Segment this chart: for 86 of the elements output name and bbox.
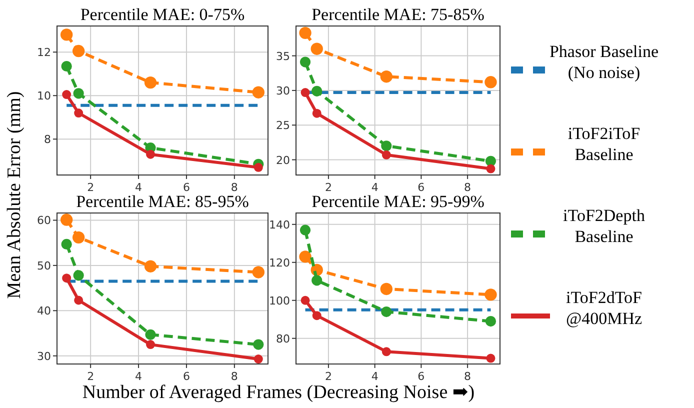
x-tick-label: 6 xyxy=(418,370,425,383)
point xyxy=(73,88,84,99)
point xyxy=(380,70,393,83)
point xyxy=(310,42,323,55)
point xyxy=(72,231,85,244)
point xyxy=(254,354,263,364)
chart-title: Percentile MAE: 85-95% xyxy=(76,192,249,211)
point xyxy=(485,156,496,166)
point xyxy=(486,354,496,363)
x-tick-label: 4 xyxy=(371,370,378,383)
point xyxy=(144,260,157,272)
point xyxy=(252,86,265,98)
legend-label: iToF2Depth Baseline xyxy=(563,206,646,246)
point xyxy=(300,296,310,305)
chart-title: Percentile MAE: 75-85% xyxy=(312,5,484,24)
point xyxy=(484,288,497,301)
x-tick-label: 8 xyxy=(230,370,238,383)
y-tick-label: 20 xyxy=(276,154,290,167)
y-tick-label: 60 xyxy=(37,214,51,228)
point xyxy=(254,162,263,172)
point xyxy=(74,108,84,118)
y-tick-label: 100 xyxy=(269,294,290,308)
point xyxy=(61,238,72,250)
x-tick-label: 6 xyxy=(182,181,190,194)
y-tick-label: 80 xyxy=(276,332,290,346)
x-tick-label: 2 xyxy=(87,181,94,194)
point xyxy=(144,76,157,89)
x-tick-label: 4 xyxy=(135,181,142,194)
point xyxy=(312,108,322,118)
legend-label: iToF2dToF @400MHz xyxy=(566,288,642,328)
x-tick-label: 2 xyxy=(324,181,332,194)
x-tick-label: 4 xyxy=(135,370,142,383)
point xyxy=(300,224,311,236)
y-tick-label: 8 xyxy=(44,133,51,146)
point xyxy=(145,329,156,340)
point xyxy=(252,266,265,278)
y-tick-label: 12 xyxy=(37,46,51,60)
point xyxy=(300,88,310,98)
y-tick-label: 35 xyxy=(276,50,290,63)
y-tick-label: 40 xyxy=(37,304,51,318)
point xyxy=(253,339,264,350)
point xyxy=(73,270,84,281)
point xyxy=(382,347,391,356)
y-tick-label: 120 xyxy=(269,256,290,270)
y-axis-title: Mean Absolute Error (mm) xyxy=(4,91,25,299)
point xyxy=(486,164,496,174)
legend-label: Phasor Baseline (No noise) xyxy=(549,42,659,82)
x-tick-label: 4 xyxy=(371,181,378,194)
point xyxy=(299,250,312,263)
point xyxy=(300,56,311,68)
y-tick-label: 50 xyxy=(37,259,51,272)
x-tick-label: 2 xyxy=(87,370,94,383)
point xyxy=(62,90,72,100)
x-tick-label: 8 xyxy=(464,370,472,383)
x-tick-label: 8 xyxy=(464,181,472,194)
y-tick-label: 140 xyxy=(269,218,290,232)
y-tick-label: 10 xyxy=(37,90,51,103)
legend-label: iToF2iToF Baseline xyxy=(568,124,640,164)
y-tick-label: 25 xyxy=(276,119,290,132)
point xyxy=(146,150,156,159)
point xyxy=(72,44,85,58)
point xyxy=(62,274,72,283)
point xyxy=(60,214,73,226)
point xyxy=(312,311,322,320)
x-tick-label: 6 xyxy=(418,181,425,194)
point xyxy=(484,76,497,88)
point xyxy=(74,296,84,305)
point xyxy=(380,282,393,296)
x-tick-label: 8 xyxy=(230,181,238,194)
point xyxy=(312,275,322,286)
point xyxy=(485,316,496,327)
point xyxy=(381,306,392,318)
chart-title: Percentile MAE: 0-75% xyxy=(80,5,245,24)
x-tick-label: 2 xyxy=(324,370,332,383)
chart-title: Percentile MAE: 95-99% xyxy=(312,192,484,211)
point xyxy=(61,60,72,72)
point xyxy=(299,26,312,40)
x-axis-title: Number of Averaged Frames (Decreasing Noise ➡) xyxy=(82,382,475,403)
y-tick-label: 30 xyxy=(37,350,51,363)
y-tick-label: 30 xyxy=(276,84,290,98)
point xyxy=(60,28,73,41)
x-tick-label: 6 xyxy=(182,370,190,383)
point xyxy=(312,86,322,96)
point xyxy=(146,340,156,350)
point xyxy=(382,150,391,160)
point xyxy=(381,140,392,152)
